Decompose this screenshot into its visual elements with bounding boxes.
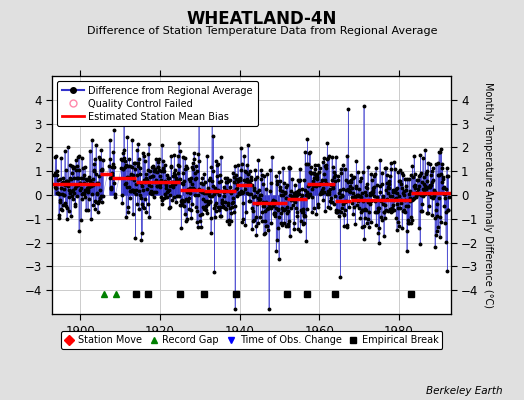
- Text: Berkeley Earth: Berkeley Earth: [427, 386, 503, 396]
- Legend: Difference from Regional Average, Quality Control Failed, Estimated Station Mean: Difference from Regional Average, Qualit…: [57, 81, 258, 126]
- Legend: Station Move, Record Gap, Time of Obs. Change, Empirical Break: Station Move, Record Gap, Time of Obs. C…: [61, 331, 442, 349]
- Y-axis label: Monthly Temperature Anomaly Difference (°C): Monthly Temperature Anomaly Difference (…: [483, 82, 493, 308]
- Text: Difference of Station Temperature Data from Regional Average: Difference of Station Temperature Data f…: [87, 26, 437, 36]
- Text: WHEATLAND-4N: WHEATLAND-4N: [187, 10, 337, 28]
